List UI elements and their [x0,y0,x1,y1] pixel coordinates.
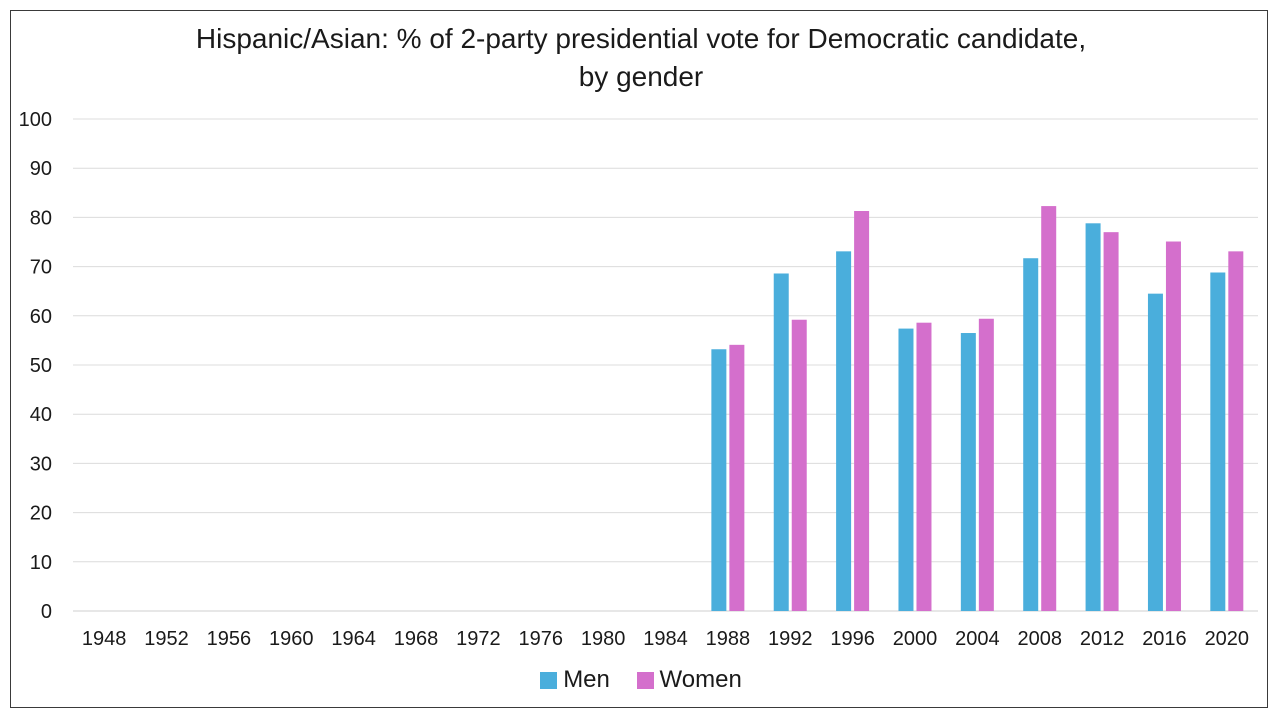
bar-women-1988 [729,344,745,611]
bar-men-2000 [898,328,914,611]
x-tick-label: 1996 [830,628,875,650]
chart-title-line1: Hispanic/Asian: % of 2-party presidentia… [195,23,1087,54]
x-tick-label: 1952 [144,628,189,650]
bar-women-1992 [791,319,807,611]
x-tick-label: 2000 [893,628,938,650]
bar-men-2020 [1210,272,1226,611]
bar-men-2016 [1147,293,1163,611]
x-tick-label: 1960 [269,628,314,650]
y-tick-label: 10 [30,552,52,574]
bar-men-1996 [836,251,852,611]
bar-men-1992 [773,273,789,611]
bar-women-2020 [1228,251,1244,611]
x-tick-label: 1984 [643,628,688,650]
y-tick-label: 50 [30,355,52,377]
x-tick-label: 2012 [1080,628,1125,650]
x-tick-label: 1976 [519,628,564,650]
x-tick-label: 2004 [955,628,1000,650]
x-tick-label: 1972 [456,628,501,650]
chart-title-line2: by gender [578,61,704,92]
bars [711,206,1244,612]
bar-men-2008 [1023,258,1039,611]
y-tick-label: 20 [30,503,52,525]
legend-swatch-men [540,671,558,689]
bar-women-2004 [978,318,994,611]
legend-label-women: Women [659,666,742,693]
bar-women-2008 [1041,206,1057,612]
y-tick-label: 90 [30,158,52,180]
x-tick-label: 1992 [768,628,813,650]
x-tick-label: 2008 [1017,628,1062,650]
legend-item-men: Men [540,666,610,694]
bar-women-2012 [1103,232,1119,611]
x-tick-label: 1956 [207,628,252,650]
x-tick-label: 2016 [1142,628,1187,650]
y-tick-label: 60 [30,306,52,328]
gridlines [73,118,1258,612]
x-axis-ticks: 1948 1952 1956 1960 1964 1968 1972 1976 1980 1984… [82,628,1249,650]
y-tick-label: 70 [30,257,52,279]
chart-frame [10,10,1268,708]
bar-men-1988 [711,349,727,611]
chart-title: Hispanic/Asian: % of 2-party presidentia… [0,20,1280,96]
bar-women-1996 [854,211,870,611]
y-tick-label: 0 [41,601,52,623]
legend-label-men: Men [563,666,610,693]
legend-item-women: Women [636,666,742,694]
y-tick-label: 40 [30,404,52,426]
bar-men-2004 [960,333,976,611]
x-tick-label: 1988 [706,628,751,650]
x-tick-label: 1980 [581,628,626,650]
x-tick-label: 1948 [82,628,127,650]
bar-women-2000 [916,322,932,611]
x-tick-label: 1964 [331,628,376,650]
legend: Men Women [0,666,1280,696]
bar-women-2016 [1165,241,1181,611]
x-tick-label: 2020 [1205,628,1250,650]
y-axis-ticks: 0 10 20 30 40 50 60 70 80 90 100 [19,109,52,623]
y-tick-label: 80 [30,207,52,229]
bar-men-2012 [1085,223,1101,611]
y-tick-label: 100 [19,109,52,131]
legend-swatch-women [636,671,654,689]
x-tick-label: 1968 [394,628,439,650]
y-tick-label: 30 [30,453,52,475]
